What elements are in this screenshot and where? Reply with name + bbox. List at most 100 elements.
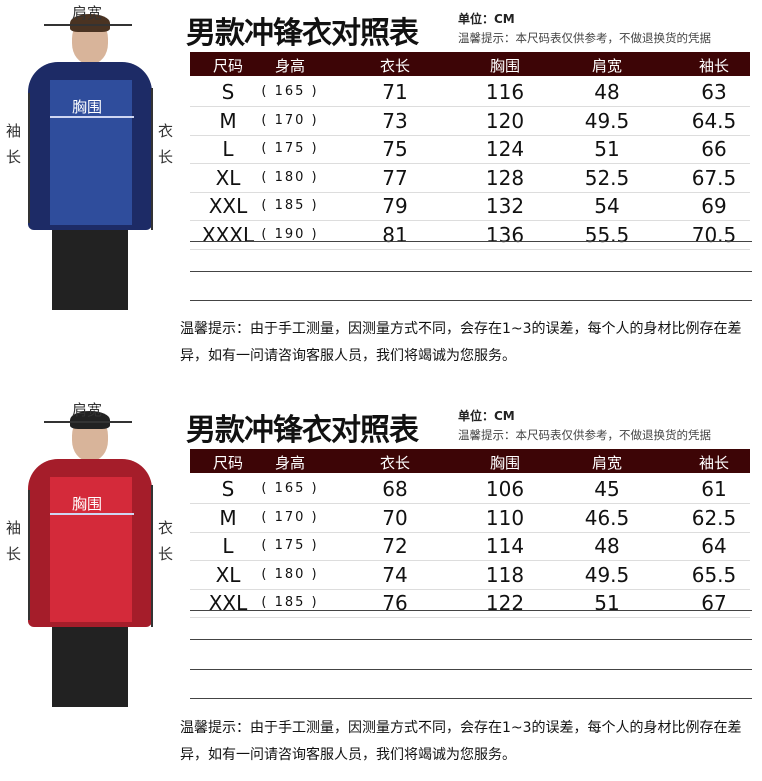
table-cell: 120 [485, 108, 525, 133]
table-row: XXXL ( 190 ) 81 136 55.5 70.5 [190, 221, 750, 250]
table-cell: 70 [382, 505, 408, 530]
column-header: 衣长 [379, 454, 411, 472]
table-row: L ( 175 ) 75 124 51 66 [190, 135, 750, 164]
table-cell: 54 [594, 194, 620, 218]
table-cell: XXL [208, 194, 248, 218]
table-cell: XL [215, 165, 241, 190]
table-row: M ( 170 ) 73 120 49.5 64.5 [190, 107, 750, 136]
sleeve-label-1: 袖 [6, 122, 22, 140]
table-header: 尺码 身高 衣长 胸围 肩宽 袖长 [190, 449, 750, 473]
disclaimer-tip: 温馨提示：本尺码表仅供参考，不做退换货的凭据 [458, 31, 711, 45]
column-header: 衣长 [379, 57, 411, 75]
table-cell: 49.5 [584, 562, 630, 587]
table-row: S ( 165 ) 68 106 45 61 [190, 475, 750, 504]
table-row: XXL ( 185 ) 76 122 51 67 [190, 589, 750, 618]
table-cell: 116 [485, 80, 525, 104]
table-cell: S [221, 80, 235, 104]
hair [70, 411, 110, 429]
table-cell: 72 [382, 534, 408, 558]
table-cell: 69 [701, 194, 727, 218]
size-section: 肩宽 胸围袖长衣长男款冲锋衣对照表 单位：CM 温馨提示：本尺码表仅供参考，不做退换货… [0, 0, 762, 390]
table-cell: 67.5 [691, 165, 737, 190]
table-cell: 45 [594, 477, 620, 501]
chest-label: 胸围 [72, 98, 103, 116]
table-cell: ( 175 ) [261, 538, 319, 553]
table-cell: 64.5 [691, 108, 737, 133]
table-cell: 110 [485, 505, 525, 530]
table-row: M ( 170 ) 70 110 46.5 62.5 [190, 504, 750, 533]
table-cell: 61 [701, 477, 727, 501]
table-cell: L [222, 137, 234, 161]
unit-label: 单位：CM [458, 12, 515, 26]
table-cell: 81 [382, 222, 408, 247]
table-rule [190, 668, 752, 670]
table-cell: 136 [485, 222, 525, 247]
table-cell: XXL [208, 591, 248, 615]
table-cell: ( 170 ) [261, 112, 319, 128]
sleeve-label-2: 长 [6, 545, 22, 563]
measurement-note: 温馨提示：由于手工测量，因测量方式不同，会存在1~3的误差，每个人的身材比例存在… [180, 321, 742, 364]
table-rule [190, 698, 752, 699]
table-cell: ( 175 ) [261, 141, 319, 156]
table-cell: 64 [701, 534, 727, 558]
table-rule [190, 241, 752, 242]
table-header: 尺码 身高 衣长 胸围 肩宽 袖长 [190, 52, 750, 76]
chart-title: 男款冲锋衣对照表 [186, 413, 419, 448]
table-rule [190, 609, 752, 611]
table-cell: 73 [382, 108, 408, 133]
length-line [151, 485, 153, 627]
measurement-note: 温馨提示：由于手工测量，因测量方式不同，会存在1~3的误差，每个人的身材比例存在… [180, 720, 742, 763]
table-cell: ( 180 ) [261, 566, 319, 582]
unit-label: 单位：CM [458, 409, 515, 423]
column-header: 尺码 [212, 57, 244, 75]
jacket-front [50, 80, 132, 225]
sleeve-line [28, 93, 30, 223]
table-cell: ( 190 ) [261, 226, 319, 242]
table-cell: M [219, 108, 237, 133]
table-cell: ( 170 ) [261, 509, 319, 525]
table-cell: 128 [485, 165, 525, 190]
chart-title: 男款冲锋衣对照表 [186, 16, 419, 51]
column-header: 胸围 [489, 454, 521, 472]
table-cell: 55.5 [584, 222, 630, 247]
table-cell: 106 [485, 477, 525, 501]
column-header: 胸围 [489, 57, 521, 75]
table-cell: 77 [382, 165, 408, 190]
length-label-2: 长 [158, 148, 174, 166]
column-header: 袖长 [698, 57, 730, 75]
table-cell: 118 [485, 562, 525, 587]
table-rule [190, 270, 752, 272]
table-cell: 76 [382, 591, 408, 615]
sleeve-label-1: 袖 [6, 519, 22, 537]
model-figure: 肩宽 胸围袖长衣长 [0, 0, 190, 310]
table-cell: 70.5 [691, 222, 737, 247]
length-label-1: 衣 [158, 122, 174, 140]
table-cell: 65.5 [691, 562, 737, 587]
disclaimer-tip: 温馨提示：本尺码表仅供参考，不做退换货的凭据 [458, 428, 711, 442]
table-cell: 52.5 [584, 165, 630, 190]
table-cell: S [221, 477, 235, 501]
length-label-1: 衣 [158, 519, 174, 537]
table-cell: 132 [485, 194, 525, 218]
length-line [151, 88, 153, 230]
table-rule [190, 639, 752, 640]
table-row: XL ( 180 ) 77 128 52.5 67.5 [190, 164, 750, 193]
table-cell: 114 [485, 534, 525, 558]
table-cell: ( 165 ) [261, 84, 319, 99]
length-label-2: 长 [158, 545, 174, 563]
chest-line [50, 116, 134, 118]
shoulder-label: 肩宽 [72, 401, 103, 419]
table-cell: ( 185 ) [261, 198, 319, 213]
shoulder-line [44, 421, 132, 423]
table-cell: 74 [382, 562, 408, 587]
pants [52, 230, 128, 310]
table-cell: 51 [594, 591, 620, 615]
table-cell: 122 [485, 591, 525, 615]
size-section: 肩宽 胸围袖长衣长男款冲锋衣对照表 单位：CM 温馨提示：本尺码表仅供参考，不做退换货… [0, 397, 762, 781]
column-header: 袖长 [698, 454, 730, 472]
table-cell: ( 185 ) [261, 595, 319, 610]
table-cell: XL [215, 562, 241, 587]
table-cell: ( 180 ) [261, 169, 319, 185]
table-cell: 51 [594, 137, 620, 161]
